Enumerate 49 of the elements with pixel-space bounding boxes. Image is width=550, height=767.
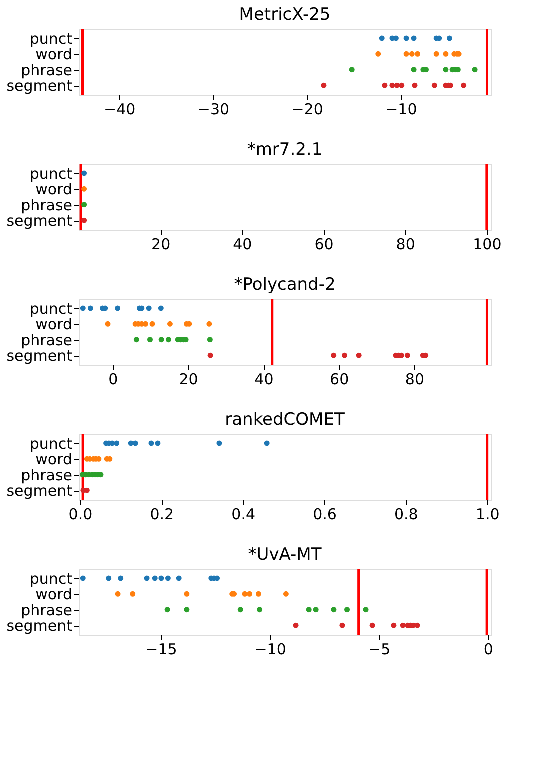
x-tick-label: 60 xyxy=(330,370,350,388)
y-tick-label: word xyxy=(36,46,72,64)
y-tick-label: segment xyxy=(6,482,73,500)
x-tick-label: 0.0 xyxy=(68,506,93,524)
x-tick-label: −5 xyxy=(368,640,391,658)
y-tick-label: segment xyxy=(6,617,73,636)
y-tick-label: phrase xyxy=(21,61,72,80)
x-tick-label: 80 xyxy=(396,236,416,254)
x-tick-label: 80 xyxy=(405,370,425,388)
x-tick-label: −10 xyxy=(386,100,418,118)
y-tick-label: segment xyxy=(6,212,73,230)
x-tick-label: −10 xyxy=(254,640,286,658)
chart-title: *Polycand-2 xyxy=(234,274,336,295)
x-tick-label: 60 xyxy=(314,236,334,254)
y-tick-label: word xyxy=(36,316,72,334)
y-tick-label: punct xyxy=(30,300,73,318)
y-tick-label: punct xyxy=(30,30,73,48)
y-tick-label: punct xyxy=(30,164,73,183)
x-tick-label: 20 xyxy=(152,236,171,254)
y-tick-label: word xyxy=(36,180,72,199)
y-tick-label: phrase xyxy=(21,331,72,350)
x-tick-label: 0 xyxy=(484,640,494,658)
chart-title: MetricX-25 xyxy=(239,4,331,25)
y-tick-label: word xyxy=(36,586,72,604)
y-tick-label: punct xyxy=(30,434,73,453)
x-tick-label: 0.8 xyxy=(394,506,418,524)
y-tick-label: word xyxy=(36,450,72,469)
x-tick-label: 100 xyxy=(473,236,502,254)
y-tick-label: phrase xyxy=(21,196,72,214)
x-tick-label: 0.2 xyxy=(150,506,174,524)
x-tick-label: 20 xyxy=(179,370,198,388)
y-tick-label: segment xyxy=(6,77,73,96)
chart-title: rankedCOMET xyxy=(225,410,346,430)
x-tick-label: −40 xyxy=(104,100,136,118)
x-tick-label: 40 xyxy=(233,236,252,254)
x-tick-label: −30 xyxy=(198,100,230,118)
x-tick-label: 40 xyxy=(254,370,274,388)
y-tick-label: punct xyxy=(30,570,73,588)
x-tick-label: −20 xyxy=(292,100,324,118)
x-tick-label: 0.4 xyxy=(232,506,256,524)
x-tick-label: −15 xyxy=(146,640,178,658)
x-tick-label: 0.6 xyxy=(313,506,337,524)
y-tick-label: segment xyxy=(6,347,73,366)
chart-title: *mr7.2.1 xyxy=(247,140,323,160)
y-tick-label: phrase xyxy=(21,601,72,620)
x-tick-label: 1.0 xyxy=(476,506,500,524)
chart-title: *UvA-MT xyxy=(248,544,322,565)
x-tick-label: 0 xyxy=(108,370,118,388)
y-tick-label: phrase xyxy=(21,466,72,484)
